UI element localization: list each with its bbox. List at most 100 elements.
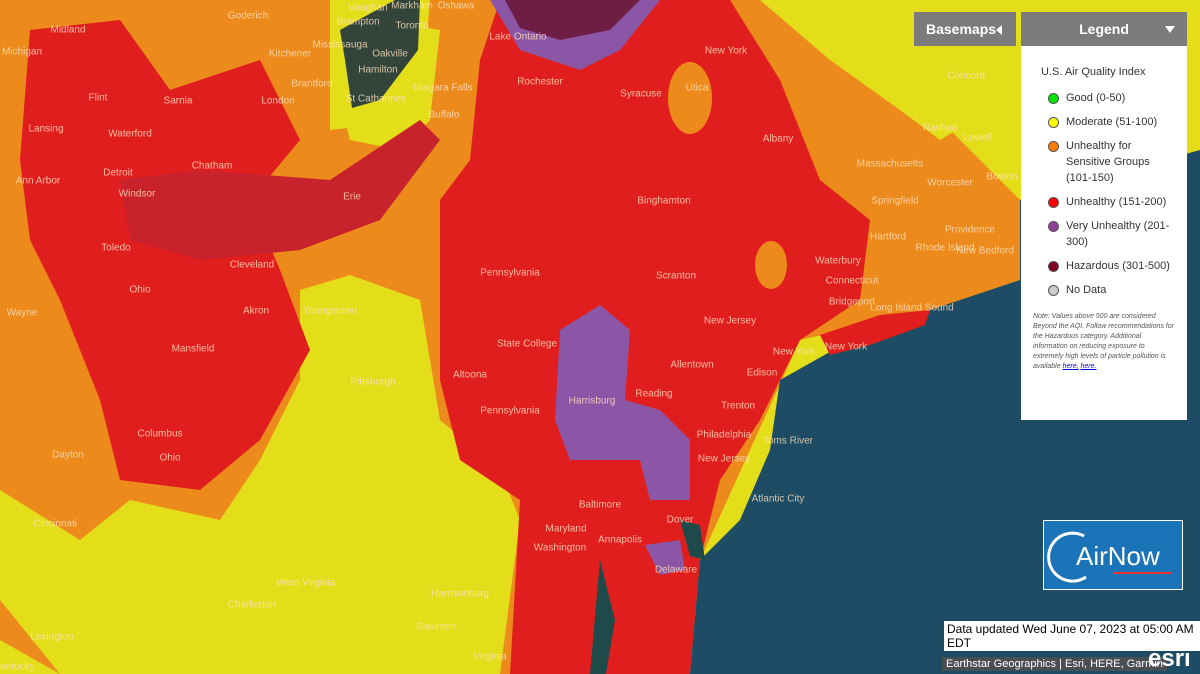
- map-label: Syracuse: [620, 89, 662, 100]
- note-text: Note: Values above 500 are considered Be…: [1033, 313, 1174, 370]
- map-label: Long Island Sound: [870, 303, 953, 314]
- map-label: New York: [773, 347, 816, 358]
- map-label: Waterbury: [815, 256, 861, 267]
- map-label: Youngstown: [303, 306, 357, 317]
- map-label: Pennsylvania: [480, 406, 540, 417]
- map-label: Albany: [763, 134, 794, 145]
- map-label: Oakville: [372, 49, 408, 60]
- legend-label: Good (0-50): [1066, 92, 1126, 104]
- map-label: Harrisonburg: [431, 589, 489, 600]
- map-label: Ann Arbor: [16, 176, 61, 187]
- legend-items: Good (0-50) Moderate (51-100) Unhealthy fo…: [1041, 90, 1179, 298]
- map-label: New Bedford: [956, 246, 1014, 257]
- bay: [680, 520, 705, 560]
- map-label: Concord: [947, 71, 985, 82]
- map-label: Windsor: [119, 189, 156, 200]
- legend-label: Hazardous (301-500): [1066, 260, 1170, 272]
- map-label: Lowell: [964, 133, 992, 144]
- map-label: Dover: [667, 515, 694, 526]
- map-label: Philadelphia: [697, 430, 752, 441]
- legend-header-label: Legend: [1079, 21, 1129, 37]
- aqi-moderate-zone: [0, 275, 520, 674]
- map-label: Erie: [343, 192, 361, 203]
- map-label: Connecticut: [826, 276, 879, 287]
- powered-by: POWERED BY: [1160, 641, 1194, 647]
- map-label: Pittsburgh: [350, 377, 395, 388]
- legend-label: No Data: [1066, 284, 1107, 296]
- airnow-logo[interactable]: AirNow: [1043, 520, 1183, 590]
- legend-label: Unhealthy (151-200): [1066, 196, 1167, 208]
- map-label: Wayne: [7, 308, 38, 319]
- map-label: Hartford: [870, 232, 906, 243]
- aqi-hazardous-zone: [505, 0, 640, 40]
- map-label: State College: [497, 339, 557, 350]
- legend-label: Moderate (51-100): [1066, 116, 1158, 128]
- map-label: Annapolis: [598, 535, 642, 546]
- map-label: Cleveland: [230, 260, 274, 271]
- basemaps-button[interactable]: Basemaps: [914, 12, 1016, 46]
- map-label: Midland: [50, 25, 85, 36]
- map-label: St Catharines: [346, 94, 407, 105]
- legend-panel: U.S. Air Quality Index Good (0-50) Modera…: [1021, 46, 1187, 420]
- legend-header[interactable]: Legend: [1021, 12, 1187, 46]
- map-label: Delaware: [655, 565, 698, 576]
- map-label: Ohio: [159, 453, 181, 464]
- map-label: Nashua: [923, 123, 958, 134]
- map-label: New York: [705, 46, 748, 57]
- map-label: Trenton: [721, 401, 755, 412]
- map-label: New York: [825, 342, 868, 353]
- map-label: Baltimore: [579, 500, 622, 511]
- map-label: Kentucky: [0, 662, 35, 673]
- map-label: Ohio: [129, 285, 151, 296]
- legend-swatch: [1048, 221, 1059, 232]
- map-label: Rochester: [517, 77, 563, 88]
- map-label: Oshawa: [438, 1, 475, 12]
- map-label: Michigan: [2, 47, 42, 58]
- map-label: Chatham: [192, 161, 233, 172]
- map-label: Markham: [391, 1, 433, 12]
- collapse-icon: [996, 25, 1002, 35]
- aqi-very-unhealthy-zone: [645, 540, 685, 575]
- map-label: Buffalo: [429, 110, 460, 121]
- map-label: Hamilton: [358, 65, 397, 76]
- basemaps-label: Basemaps: [926, 21, 997, 37]
- map-label: Akron: [243, 306, 269, 317]
- map-label: Cincinnati: [33, 519, 77, 530]
- map-label: Flint: [89, 93, 108, 104]
- map-label: Niagara Falls: [414, 83, 473, 94]
- map-label: New Jersey: [698, 454, 750, 465]
- map-label: Charleston: [228, 600, 276, 611]
- map-label: Vaughan: [348, 3, 387, 14]
- map-label: Columbus: [137, 429, 182, 440]
- map-label: Toledo: [101, 243, 131, 254]
- map-label: Detroit: [103, 168, 133, 179]
- map-label: Lexington: [30, 632, 73, 643]
- map-label: Dayton: [52, 450, 84, 461]
- map-label: Boston: [986, 172, 1017, 183]
- map-label: Goderich: [228, 11, 269, 22]
- legend-item: Unhealthy (151-200): [1041, 194, 1179, 210]
- logo-text: AirNow: [1076, 541, 1160, 571]
- legend-swatch: [1048, 117, 1059, 128]
- legend-label: Unhealthy for Sensitive Groups (101-150): [1066, 140, 1150, 184]
- map-label: London: [261, 96, 294, 107]
- legend-item: No Data: [1041, 282, 1179, 298]
- map-label: Allentown: [670, 360, 713, 371]
- link[interactable]: here,: [1062, 363, 1079, 370]
- legend-swatch: [1048, 93, 1059, 104]
- map-label: Waterford: [108, 129, 152, 140]
- logo-swoosh: [1047, 531, 1172, 583]
- map-label: Scranton: [656, 271, 696, 282]
- link[interactable]: here.: [1080, 363, 1097, 370]
- aqi-unhealthy-zone: [120, 120, 440, 260]
- esri-logo: esri: [1148, 645, 1191, 672]
- bay: [590, 560, 615, 674]
- data-updated: Data updated Wed June 07, 2023 at 05:00 …: [944, 621, 1200, 651]
- legend-swatch: [1048, 197, 1059, 208]
- map-label: Bridgeport: [829, 297, 875, 308]
- map-label: Toms River: [763, 436, 814, 447]
- expand-icon: [1165, 26, 1175, 33]
- legend-item: Unhealthy for Sensitive Groups (101-150): [1041, 138, 1179, 186]
